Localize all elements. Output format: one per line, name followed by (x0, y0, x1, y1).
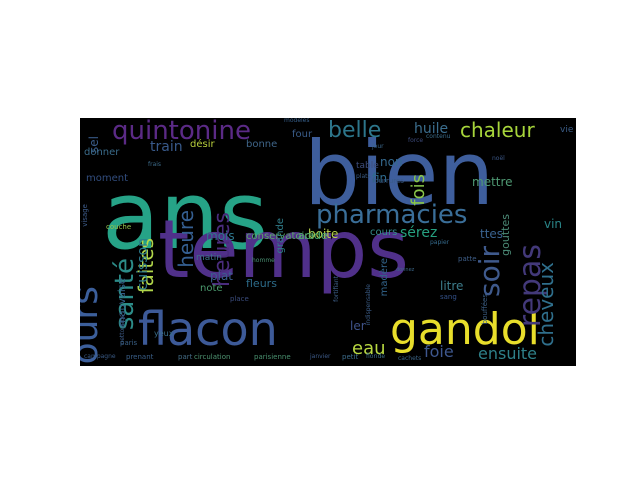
word-donner: donner (84, 147, 120, 158)
word-no-l: noël (492, 155, 505, 162)
word-paris: paris (120, 339, 138, 347)
word-mettre: mettre (472, 175, 513, 189)
word-quintonine: quintonine (112, 118, 251, 146)
word-moment: moment (86, 173, 129, 184)
word-chaleur: chaleur (460, 118, 535, 142)
word-eau: eau (352, 338, 386, 359)
word-huile: huile (414, 121, 449, 137)
word-papier: papier (430, 239, 450, 246)
word-cours: cours (370, 227, 398, 238)
word-cuisson: cuisson (135, 238, 151, 291)
word-fourrures: fourrures (372, 177, 404, 185)
word-patte: patte (458, 255, 477, 263)
word-d-sir: désir (190, 139, 215, 150)
word-heure: heure (174, 210, 198, 268)
word-jour: jour (372, 143, 384, 150)
word-table: table (356, 161, 379, 171)
word-campagne: campagne (84, 353, 116, 360)
word-homme: homme (252, 257, 275, 264)
word-ler: ler (350, 319, 366, 333)
word-pharmacies: pharmacies (316, 200, 468, 230)
word-vin: vin (544, 217, 563, 231)
word-place: place (230, 295, 249, 303)
word-cachets: cachets (398, 355, 422, 362)
word-donnez: donnez (396, 267, 415, 273)
word-petit: petit (342, 353, 359, 361)
word-cloud: ans bien temps gandol flacon pharmacies quinto… (80, 118, 576, 366)
word-bouff-es: bouffées (481, 294, 489, 325)
word-plats: plats (356, 173, 371, 180)
word-janvier: janvier (310, 353, 331, 360)
word-contenu: contenu (426, 133, 451, 140)
word-litre: litre (440, 279, 464, 293)
word-ttes: ttes (480, 227, 504, 241)
word-circulation: circulation (194, 353, 231, 361)
word-bonne: bonne (246, 139, 278, 150)
word-indispensable: indispensable (365, 284, 372, 326)
word-frais: frais (148, 161, 162, 168)
word-matin: matin (196, 253, 223, 263)
word-note: note (200, 283, 223, 294)
word-mois: mois (206, 229, 235, 243)
word-temps: temps (158, 203, 409, 296)
word-floride: floride (366, 353, 386, 360)
word-prenant: prenant (126, 353, 154, 361)
word-visage: visage (81, 204, 89, 227)
word-train: train (150, 139, 183, 155)
word-foie: foie (424, 342, 454, 361)
word-cheveux: cheveux (534, 262, 558, 347)
word-vie: vie (560, 125, 574, 135)
word-acide: acide (298, 229, 328, 242)
word-plat: plat (210, 269, 234, 283)
word-fois: fois (408, 174, 429, 206)
word-boite: boite (308, 227, 339, 241)
word-belle: belle (328, 118, 382, 143)
word-parisienne: parisienne (254, 353, 291, 361)
word-mad-re: madère (379, 258, 390, 297)
word-bien: bien (304, 122, 495, 225)
word-couche: couche (106, 223, 132, 231)
word-part: part (178, 353, 193, 361)
word-fin: fin (372, 171, 388, 185)
word-gouttes: gouttes (499, 214, 512, 256)
word-yeux: yeux (154, 329, 174, 338)
word-non: non (380, 155, 403, 169)
word-sang: sang (440, 293, 457, 301)
word-ans: ans (102, 162, 269, 271)
word-four: four (292, 129, 313, 140)
word-flacon: flacon (138, 302, 278, 356)
word-grande: grande (275, 218, 286, 254)
word-fortifiant: fortifiant (333, 276, 340, 302)
word-conservatoire: conservatoire (246, 231, 315, 242)
word-ensuite: ensuite (478, 344, 538, 363)
word-gandol: gandol (390, 304, 540, 355)
word-fleurs: fleurs (246, 277, 277, 290)
word-force: force (408, 137, 424, 144)
word-mod-les: modèles (284, 118, 310, 124)
word-s-rez: sérez (400, 225, 438, 241)
